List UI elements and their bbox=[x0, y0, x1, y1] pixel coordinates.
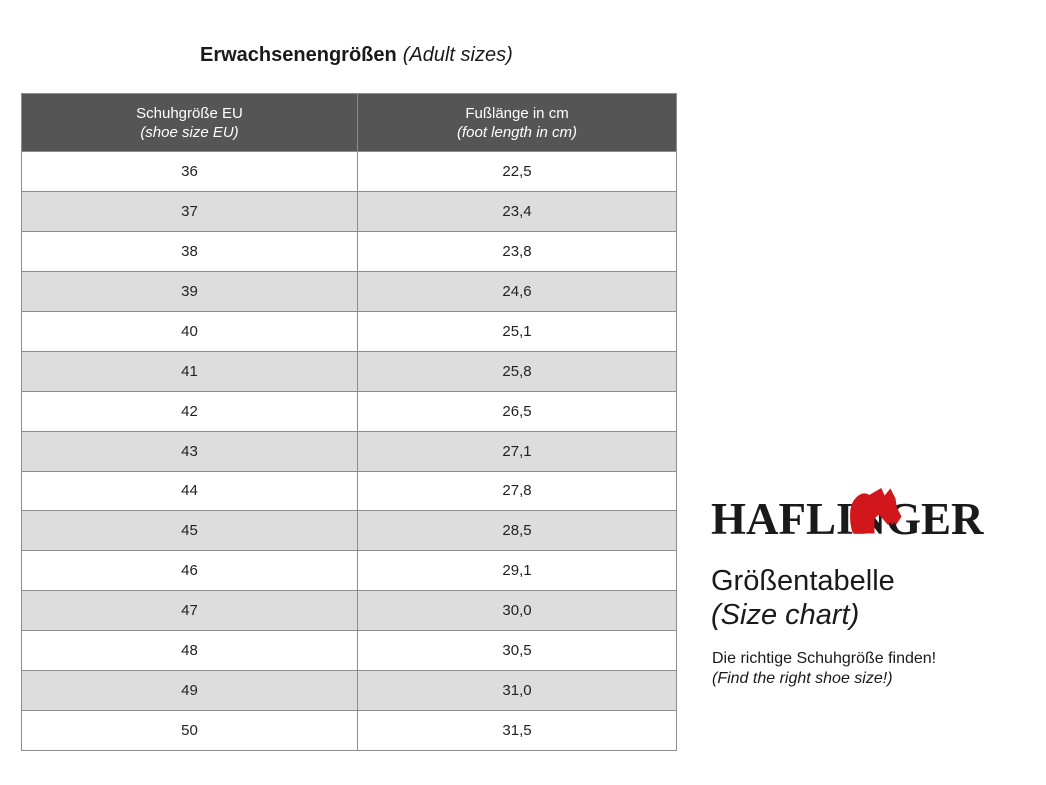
svg-text:HAFLINGER: HAFLINGER bbox=[711, 494, 984, 544]
